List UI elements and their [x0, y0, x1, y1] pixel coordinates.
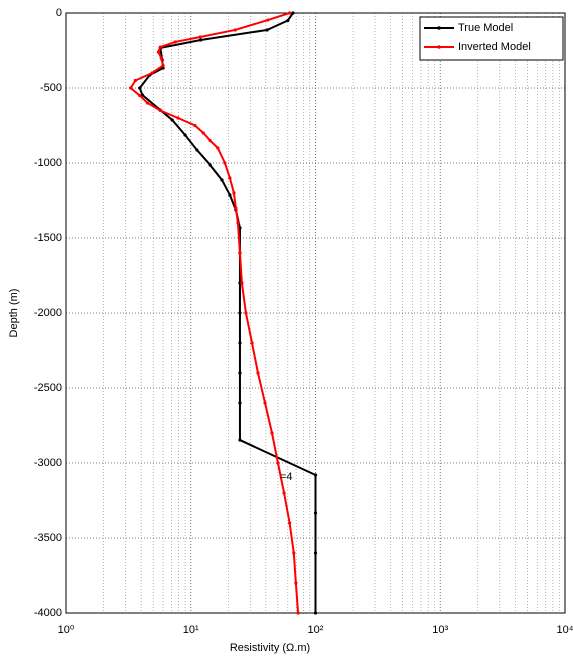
series-point: [183, 133, 187, 137]
series-point: [291, 11, 295, 15]
y-tick-label: -3500: [34, 532, 62, 544]
series-point: [228, 193, 232, 197]
y-tick-label: -2500: [34, 382, 62, 394]
series-point: [233, 28, 237, 32]
series-point: [199, 38, 203, 42]
x-tick-label: 10⁴: [557, 624, 573, 636]
series-point: [138, 93, 142, 98]
series-point: [201, 131, 205, 135]
legend-marker: [437, 26, 441, 30]
series-point: [240, 281, 244, 285]
series-point: [208, 163, 212, 167]
series-point: [288, 521, 292, 525]
series-point: [296, 611, 300, 615]
series-point: [294, 581, 298, 585]
x-tick-label: 10²: [308, 624, 324, 636]
series-point: [156, 50, 160, 54]
series-point: [170, 118, 174, 122]
y-axis-label: Depth (m): [8, 289, 20, 338]
series-point: [223, 161, 227, 165]
series-point: [234, 206, 238, 210]
series-point: [236, 221, 240, 225]
series-point: [145, 101, 150, 105]
x-tick-label: 10³: [432, 624, 448, 636]
legend-label: Inverted Model: [458, 41, 531, 53]
x-tick-label: 10⁰: [58, 624, 75, 636]
series-point: [313, 511, 318, 515]
y-tick-label: -2000: [34, 307, 62, 319]
series-point: [208, 138, 212, 143]
series-point: [198, 35, 202, 39]
series-point: [244, 311, 248, 315]
series-point: [158, 108, 162, 113]
y-tick-label: 0: [56, 7, 62, 19]
series-point: [292, 551, 296, 555]
y-tick-label: -1000: [34, 157, 62, 169]
series-point: [238, 371, 242, 375]
series-point: [173, 40, 177, 44]
y-tick-label: -4000: [34, 607, 62, 619]
series-point: [133, 78, 137, 83]
series-point: [158, 45, 162, 49]
legend-label: True Model: [458, 22, 513, 34]
series-point: [176, 116, 180, 120]
series-point: [266, 18, 270, 22]
series-point: [288, 11, 292, 15]
series-point: [282, 491, 286, 495]
x-axis-label: Resistivity (Ω.m): [230, 642, 310, 654]
series-point: [313, 611, 318, 615]
legend-marker: [437, 45, 441, 49]
series-point: [216, 146, 220, 150]
series-point: [238, 401, 242, 405]
series-point: [138, 86, 142, 90]
series-point: [313, 551, 318, 555]
legend-box: [419, 16, 564, 61]
series-point: [263, 401, 267, 405]
series-point: [195, 148, 199, 152]
annotation: =4: [280, 471, 293, 483]
series-point: [276, 461, 280, 465]
series-point: [232, 191, 236, 195]
series-point: [220, 178, 224, 182]
y-tick-label: -500: [40, 82, 62, 94]
series-point: [313, 473, 318, 477]
series-point: [265, 28, 269, 32]
series-point: [161, 63, 165, 68]
series-point: [238, 341, 242, 345]
series-point: [238, 438, 242, 442]
series-point: [140, 93, 145, 97]
series-point: [270, 431, 274, 435]
series-point: [238, 311, 242, 315]
series-point: [286, 18, 290, 23]
series-point: [228, 176, 232, 180]
series-point: [159, 56, 163, 60]
series-point: [238, 251, 242, 255]
series-point: [129, 86, 133, 90]
y-tick-label: -1500: [34, 232, 62, 244]
x-tick-label: 10¹: [183, 624, 199, 636]
series-point: [193, 123, 197, 128]
series-point: [250, 341, 254, 345]
series-point: [150, 71, 154, 75]
y-tick-label: -3000: [34, 457, 62, 469]
series-point: [256, 371, 260, 375]
